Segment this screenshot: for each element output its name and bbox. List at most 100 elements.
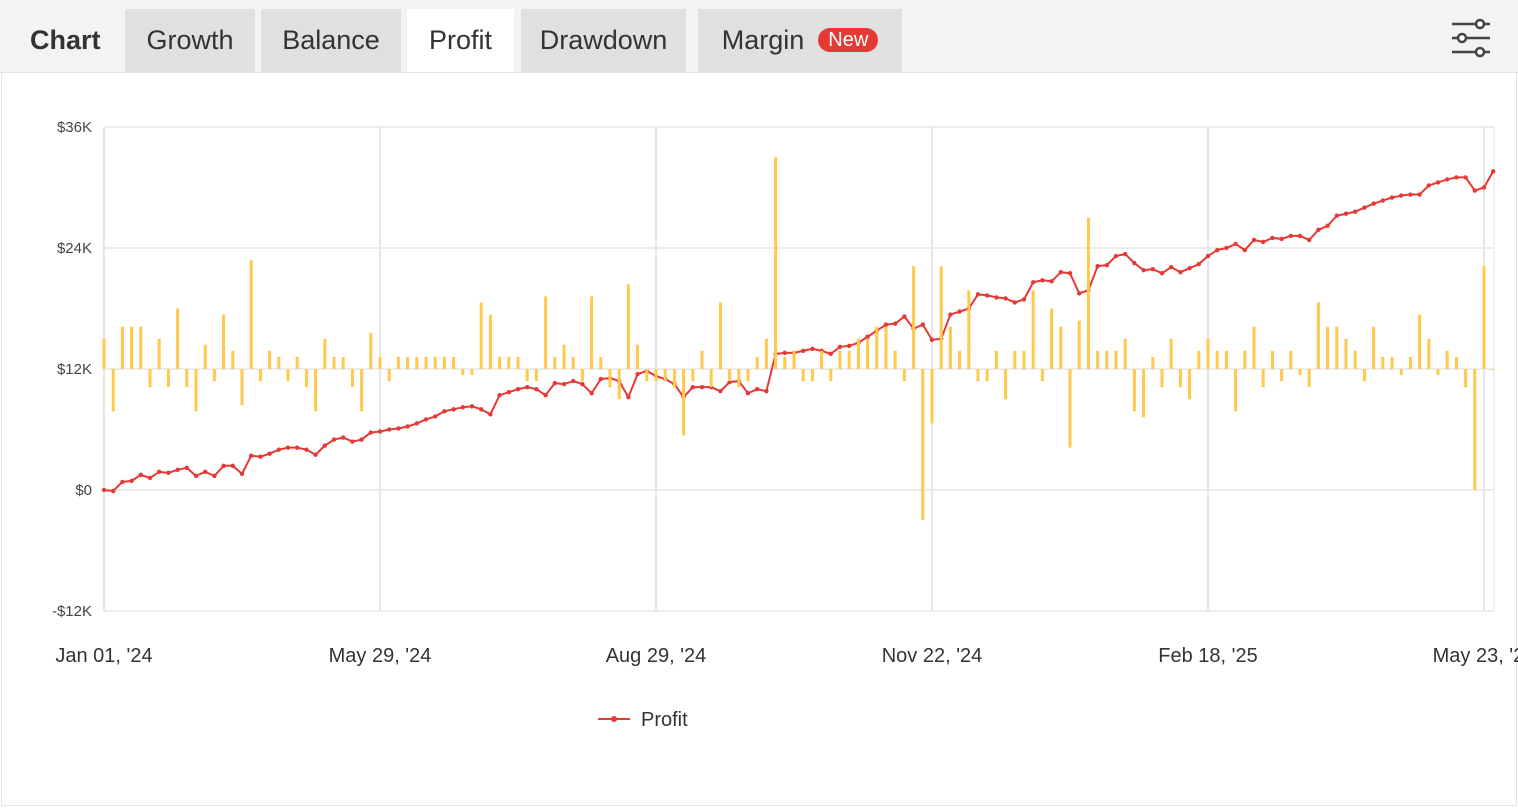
point bbox=[1316, 227, 1321, 233]
bar bbox=[1335, 326, 1339, 369]
y-tick-label: -$12K bbox=[52, 603, 92, 620]
point bbox=[359, 437, 364, 442]
bar bbox=[461, 369, 465, 376]
point bbox=[1178, 270, 1183, 275]
point bbox=[883, 322, 889, 327]
bar bbox=[599, 356, 603, 369]
bar bbox=[268, 350, 272, 369]
bar bbox=[1252, 326, 1256, 369]
bar bbox=[433, 356, 437, 369]
point bbox=[1343, 211, 1349, 216]
point bbox=[1031, 280, 1036, 285]
bar bbox=[498, 356, 502, 369]
point bbox=[331, 437, 337, 442]
point bbox=[828, 351, 833, 357]
point bbox=[479, 407, 484, 412]
bar bbox=[396, 356, 400, 369]
bar bbox=[534, 369, 538, 382]
bar bbox=[185, 369, 189, 388]
point bbox=[1141, 267, 1146, 273]
tab[interactable]: Profit bbox=[407, 9, 514, 72]
tab-label: Profit bbox=[428, 25, 493, 55]
bar bbox=[139, 326, 143, 369]
x-tick-label: Aug 29, '24 bbox=[606, 645, 707, 667]
bar bbox=[341, 356, 345, 369]
point bbox=[1067, 271, 1073, 276]
bar bbox=[415, 356, 419, 369]
bar bbox=[1473, 369, 1477, 490]
profit-line bbox=[103, 170, 1495, 493]
point bbox=[423, 417, 429, 422]
x-tick-label: Nov 22, '24 bbox=[882, 645, 983, 667]
point bbox=[1417, 192, 1422, 197]
point bbox=[1242, 247, 1248, 253]
tab[interactable]: Margin New bbox=[698, 9, 902, 72]
point bbox=[1049, 279, 1054, 284]
bar bbox=[258, 369, 262, 382]
bar bbox=[516, 356, 520, 369]
point bbox=[506, 389, 511, 395]
point bbox=[543, 393, 548, 398]
bar bbox=[553, 356, 557, 369]
bar bbox=[507, 356, 511, 369]
bar bbox=[332, 356, 336, 369]
bar bbox=[1059, 326, 1063, 369]
tab[interactable]: Drawdown bbox=[521, 9, 686, 72]
bar bbox=[829, 369, 833, 382]
bar bbox=[1013, 350, 1017, 369]
bar bbox=[1123, 338, 1127, 369]
point bbox=[893, 321, 898, 326]
point bbox=[1215, 247, 1220, 253]
bar bbox=[893, 350, 897, 369]
bar bbox=[1270, 350, 1274, 369]
bar bbox=[277, 356, 281, 369]
point bbox=[1491, 169, 1496, 174]
bar bbox=[194, 369, 198, 412]
bar bbox=[1418, 314, 1422, 369]
bar bbox=[1086, 217, 1090, 369]
bar bbox=[1169, 338, 1173, 369]
bar bbox=[387, 369, 391, 382]
point bbox=[304, 447, 309, 452]
bar bbox=[1436, 369, 1440, 376]
bar bbox=[856, 338, 860, 369]
point bbox=[865, 334, 870, 339]
point bbox=[451, 407, 456, 412]
point bbox=[221, 463, 226, 468]
bar bbox=[1215, 350, 1219, 369]
bar bbox=[737, 369, 741, 388]
point bbox=[295, 445, 300, 450]
bar bbox=[304, 369, 308, 388]
point bbox=[699, 384, 705, 390]
bar bbox=[323, 338, 327, 369]
bar bbox=[1004, 369, 1008, 400]
point bbox=[1159, 271, 1165, 276]
bar bbox=[166, 369, 170, 388]
tab[interactable]: Balance bbox=[261, 9, 401, 72]
bar bbox=[120, 326, 124, 369]
bar bbox=[1197, 350, 1201, 369]
bar bbox=[1390, 356, 1394, 369]
point bbox=[488, 412, 493, 417]
point bbox=[313, 452, 318, 457]
point bbox=[1205, 253, 1211, 259]
point bbox=[515, 386, 521, 392]
bar bbox=[810, 369, 814, 382]
x-tick-label: May 23, '25 bbox=[1433, 645, 1518, 667]
new-badge: New bbox=[818, 28, 879, 52]
point bbox=[1169, 264, 1174, 270]
tab[interactable]: Growth bbox=[125, 9, 255, 72]
tab-label: Drawdown bbox=[539, 25, 668, 55]
settings-icon[interactable] bbox=[1450, 18, 1492, 58]
point bbox=[111, 488, 116, 494]
point bbox=[690, 384, 695, 390]
point bbox=[193, 473, 199, 479]
point bbox=[764, 388, 769, 394]
bar bbox=[626, 284, 630, 369]
point bbox=[1399, 193, 1404, 198]
point bbox=[1463, 175, 1468, 180]
point bbox=[985, 293, 990, 298]
legend-marker bbox=[611, 716, 617, 722]
bar bbox=[1307, 369, 1311, 388]
